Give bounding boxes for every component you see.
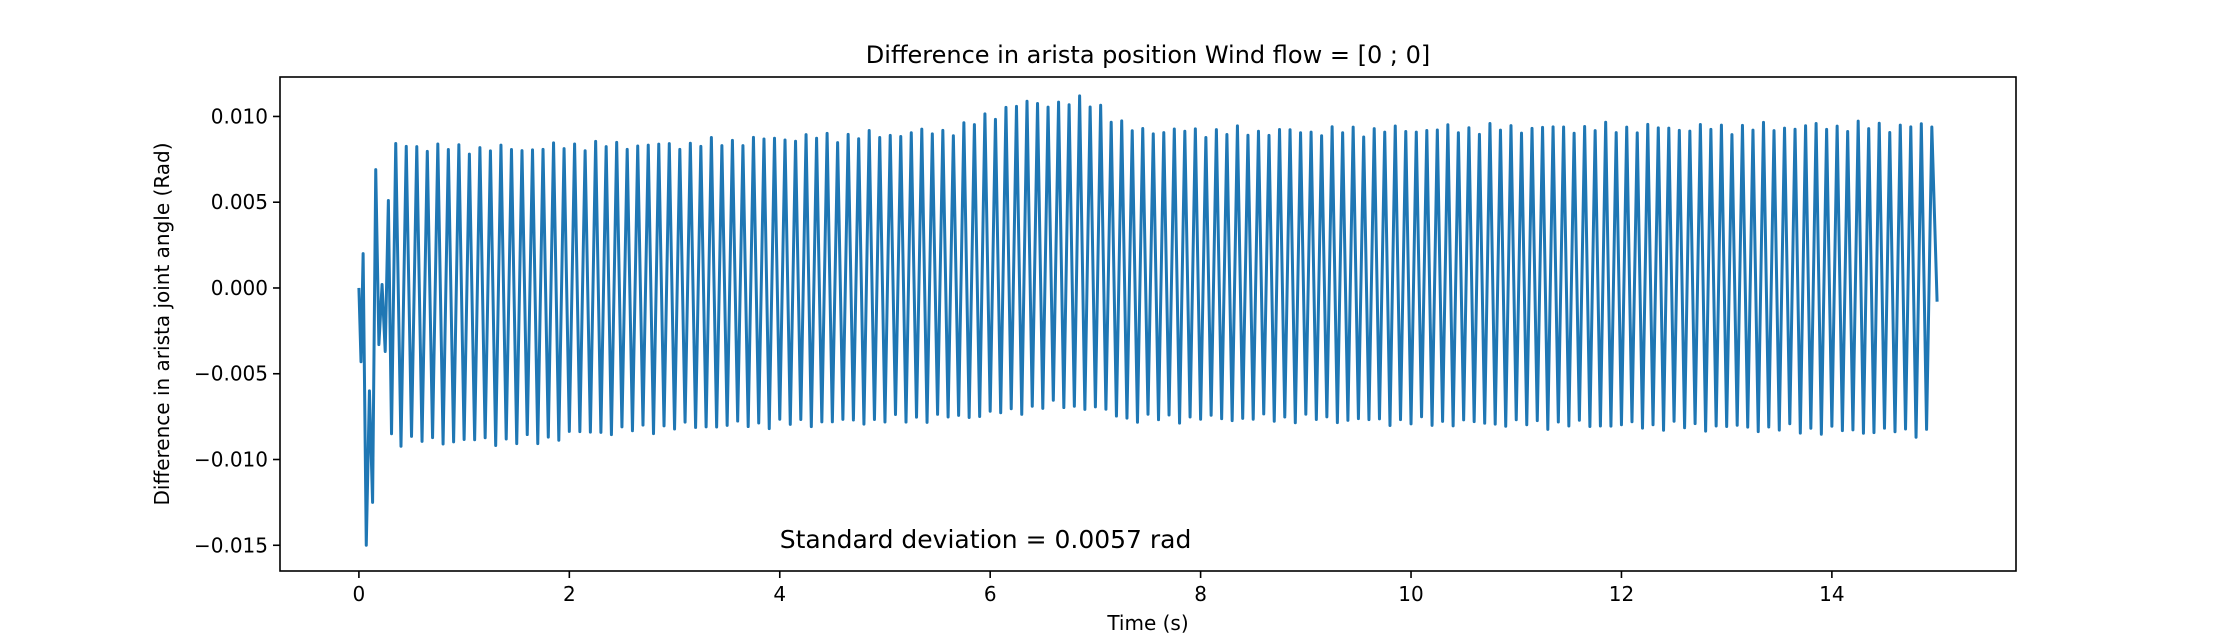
series-layer <box>357 94 1939 547</box>
y-tick-label: −0.010 <box>194 448 268 472</box>
x-tick-label: 14 <box>1819 582 1844 606</box>
x-tick-label: 10 <box>1398 582 1423 606</box>
x-tick-label: 6 <box>984 582 997 606</box>
std-annotation: Standard deviation = 0.0057 rad <box>780 525 1192 554</box>
y-tick-label: −0.015 <box>194 533 268 557</box>
x-axis-label: Time (s) <box>1106 611 1188 635</box>
y-axis-label: Difference in arista joint angle (Rad) <box>150 142 174 505</box>
x-axis-ticks: 0 2 4 6 8 10 12 14 <box>353 571 1845 606</box>
x-tick-label: 8 <box>1194 582 1207 606</box>
x-tick-label: 12 <box>1609 582 1634 606</box>
x-tick-label: 4 <box>773 582 786 606</box>
plot-frame <box>279 76 2017 572</box>
y-tick-label: −0.005 <box>194 362 268 386</box>
y-tick-label: 0.000 <box>211 276 268 300</box>
y-axis-ticks: −0.015 −0.010 −0.005 0.000 0.005 0.010 <box>194 104 280 557</box>
x-tick-label: 2 <box>563 582 576 606</box>
x-tick-label: 0 <box>353 582 366 606</box>
y-tick-label: 0.010 <box>211 104 268 128</box>
series-line <box>357 94 1939 547</box>
y-tick-label: 0.005 <box>211 190 268 214</box>
chart-title: Difference in arista position Wind flow … <box>866 41 1430 69</box>
